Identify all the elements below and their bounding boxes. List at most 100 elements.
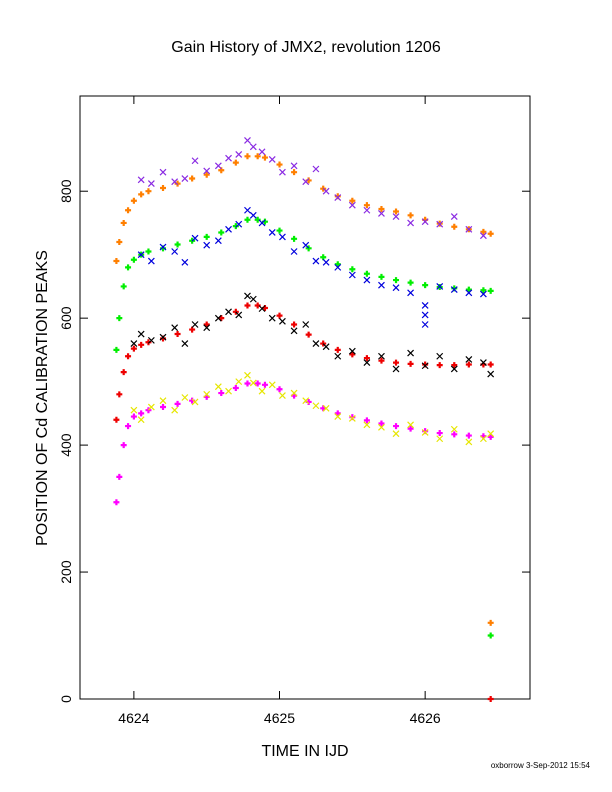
- data-point: [480, 228, 487, 235]
- x-axis: 4624 4625 4626: [118, 96, 441, 726]
- y-tick-label: 0: [58, 695, 74, 703]
- data-point: [436, 352, 444, 360]
- data-point: [225, 308, 232, 316]
- data-point: [479, 290, 487, 298]
- data-point: [422, 282, 429, 289]
- data-point: [138, 410, 145, 417]
- data-point: [279, 392, 286, 400]
- data-point: [348, 415, 356, 422]
- data-point: [407, 425, 414, 432]
- data-point: [116, 315, 123, 322]
- data-point: [487, 696, 494, 702]
- data-point: [407, 349, 415, 357]
- data-point: [436, 435, 444, 443]
- data-point: [348, 201, 356, 209]
- data-point: [225, 225, 232, 233]
- data-point: [290, 389, 298, 397]
- data-point: [291, 321, 298, 328]
- data-point: [244, 302, 251, 309]
- data-point: [130, 413, 137, 420]
- data-point: [232, 384, 239, 391]
- data-point: [218, 229, 225, 236]
- data-point: [334, 352, 342, 360]
- data-point: [349, 351, 356, 358]
- data-point: [290, 248, 298, 255]
- data-point: [334, 410, 341, 417]
- data-point: [203, 233, 210, 240]
- data-point: [407, 219, 415, 227]
- data-point: [244, 137, 251, 144]
- data-point: [159, 243, 167, 251]
- data-point: [232, 223, 239, 230]
- data-point: [189, 175, 196, 182]
- data-point: [203, 171, 210, 178]
- data-point: [120, 442, 127, 449]
- data-point: [235, 150, 243, 158]
- data-point: [159, 333, 167, 341]
- data-point: [235, 311, 243, 319]
- data-point: [421, 218, 429, 226]
- data-point: [258, 148, 266, 156]
- data-point: [244, 380, 251, 387]
- data-series: [487, 619, 494, 626]
- data-point: [487, 632, 494, 639]
- data-point: [130, 256, 137, 263]
- data-point: [393, 359, 400, 366]
- x-tick-label: 4624: [118, 710, 149, 726]
- data-point: [160, 404, 167, 411]
- data-point: [312, 340, 320, 347]
- data-point: [268, 156, 276, 163]
- data-point: [113, 258, 120, 265]
- data-point: [113, 416, 120, 423]
- data-point: [421, 321, 429, 328]
- data-point: [363, 206, 371, 214]
- data-point: [181, 394, 189, 401]
- plot-area: [113, 137, 495, 702]
- data-point: [276, 227, 283, 234]
- data-point: [258, 219, 266, 227]
- data-series: [113, 302, 494, 423]
- data-point: [421, 302, 429, 309]
- y-tick-label: 800: [58, 179, 74, 203]
- data-point: [487, 361, 494, 368]
- data-point: [334, 346, 341, 353]
- data-point: [436, 282, 444, 290]
- data-point: [279, 233, 286, 241]
- data-point: [465, 225, 473, 233]
- data-point: [116, 473, 123, 480]
- data-point: [487, 433, 494, 440]
- data-point: [203, 241, 211, 249]
- data-series: [113, 216, 494, 353]
- data-point: [191, 398, 199, 406]
- data-point: [268, 314, 276, 322]
- data-point: [393, 423, 400, 430]
- data-point: [378, 273, 385, 280]
- data-point: [261, 154, 268, 161]
- data-point: [451, 431, 458, 438]
- data-point: [465, 432, 472, 439]
- data-point: [363, 417, 370, 424]
- data-point: [479, 359, 487, 367]
- data-point: [363, 276, 371, 284]
- data-point: [436, 430, 443, 437]
- data-point: [334, 261, 341, 268]
- data-point: [145, 407, 152, 414]
- data-series: [487, 696, 494, 702]
- data-point: [160, 185, 167, 192]
- data-point: [181, 175, 189, 182]
- data-point: [171, 248, 179, 255]
- data-point: [120, 219, 127, 226]
- data-point: [254, 380, 261, 387]
- data-point: [320, 405, 327, 412]
- data-point: [290, 327, 298, 335]
- data-point: [349, 197, 356, 204]
- data-point: [407, 212, 414, 219]
- data-point: [465, 286, 472, 293]
- x-tick-label: 4626: [410, 710, 441, 726]
- data-point: [225, 154, 232, 162]
- data-point: [451, 362, 458, 369]
- data-point: [378, 420, 385, 427]
- data-point: [392, 430, 400, 438]
- data-point: [363, 202, 370, 209]
